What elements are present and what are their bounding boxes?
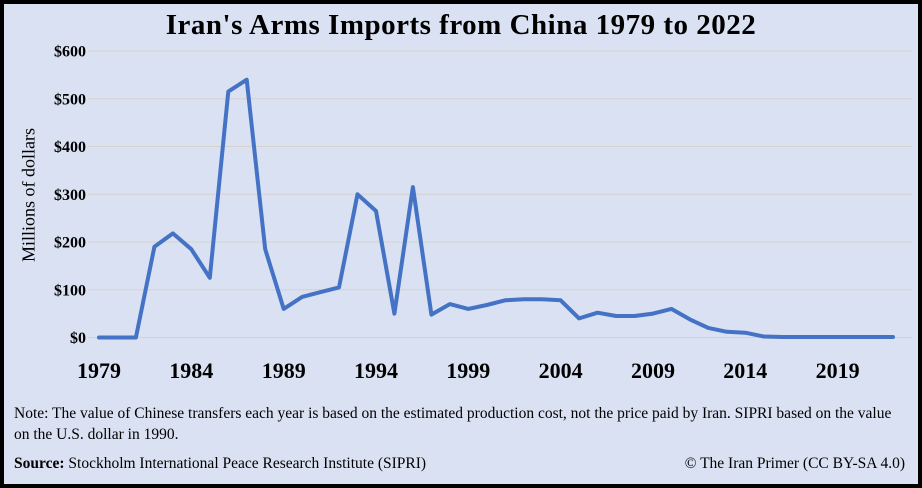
y-tick-label: $0 <box>70 330 86 347</box>
source-text: Source: Stockholm International Peace Re… <box>14 455 426 473</box>
y-tick-label: $200 <box>54 235 86 252</box>
x-tick-label: 1999 <box>446 358 490 383</box>
y-tick-label: $300 <box>54 187 86 204</box>
x-tick-label: 2009 <box>631 358 675 383</box>
credit-text: © The Iran Primer (CC BY-SA 4.0) <box>684 455 905 472</box>
x-tick-label: 1989 <box>262 358 306 383</box>
y-tick-label: $400 <box>54 139 86 156</box>
source-label: Source: <box>14 455 65 472</box>
x-tick-label: 1984 <box>169 358 213 383</box>
chart-canvas: $0 $100 $200 $300 $400 $500 $600 1979 1984 1989 19… <box>54 44 912 383</box>
x-tick-label: 1994 <box>354 358 398 383</box>
x-tick-label: 2019 <box>816 358 860 383</box>
y-tick-label: $100 <box>54 282 86 299</box>
y-tick-label: $600 <box>54 44 86 61</box>
x-tick-label: 2014 <box>723 358 767 383</box>
source-value: Stockholm International Peace Research I… <box>64 455 427 472</box>
x-tick-label: 2004 <box>539 358 583 383</box>
y-tick-label: $500 <box>54 91 86 108</box>
chart-title: Iran's Arms Imports from China 1979 to 2… <box>165 9 757 41</box>
note-text: Note: The value of Chinese transfers eac… <box>14 405 892 443</box>
imports-line <box>97 77 895 340</box>
source-row: Source: Stockholm International Peace Re… <box>14 455 905 473</box>
y-axis-label: Millions of dollars <box>18 128 39 262</box>
x-tick-label: 1979 <box>77 358 121 383</box>
